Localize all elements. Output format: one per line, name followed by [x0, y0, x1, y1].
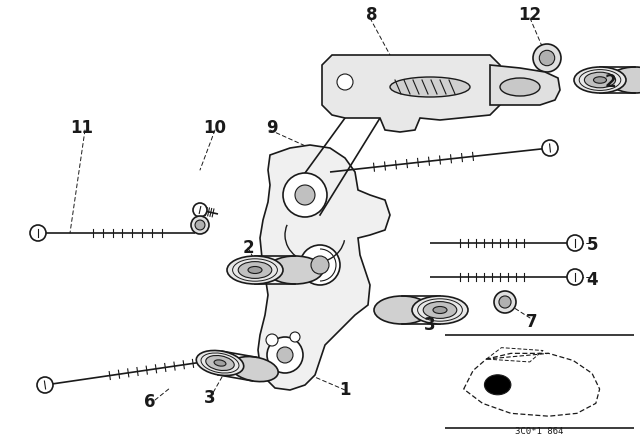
Ellipse shape	[412, 296, 468, 324]
Ellipse shape	[206, 355, 234, 370]
Circle shape	[494, 291, 516, 313]
Ellipse shape	[593, 77, 607, 83]
Text: 3: 3	[204, 389, 216, 407]
Ellipse shape	[500, 78, 540, 96]
Ellipse shape	[584, 72, 616, 88]
Ellipse shape	[609, 67, 640, 93]
Circle shape	[37, 377, 53, 393]
Text: 2: 2	[604, 73, 616, 91]
Circle shape	[295, 185, 315, 205]
Ellipse shape	[423, 302, 457, 319]
Circle shape	[191, 216, 209, 234]
Text: 12: 12	[518, 6, 541, 24]
Circle shape	[300, 245, 340, 285]
Circle shape	[567, 235, 583, 251]
Circle shape	[195, 220, 205, 230]
Circle shape	[542, 140, 558, 156]
Ellipse shape	[374, 296, 430, 324]
Text: 2: 2	[242, 239, 254, 257]
Text: 9: 9	[266, 119, 278, 137]
Polygon shape	[490, 65, 560, 105]
Ellipse shape	[227, 256, 283, 284]
Text: 8: 8	[366, 6, 378, 24]
Ellipse shape	[196, 350, 244, 375]
Ellipse shape	[231, 357, 278, 382]
Circle shape	[499, 296, 511, 308]
Circle shape	[193, 203, 207, 217]
Circle shape	[283, 173, 327, 217]
Text: 3: 3	[424, 316, 436, 334]
Circle shape	[533, 44, 561, 72]
Circle shape	[337, 74, 353, 90]
Polygon shape	[258, 145, 390, 390]
Polygon shape	[322, 55, 500, 132]
Text: 7: 7	[526, 313, 538, 331]
Text: 11: 11	[70, 119, 93, 137]
Circle shape	[30, 225, 46, 241]
Ellipse shape	[574, 67, 626, 93]
Circle shape	[311, 256, 329, 274]
Circle shape	[266, 334, 278, 346]
Text: 10: 10	[204, 119, 227, 137]
Ellipse shape	[267, 256, 323, 284]
Text: 6: 6	[144, 393, 156, 411]
Circle shape	[267, 337, 303, 373]
Text: 1: 1	[339, 381, 351, 399]
Circle shape	[540, 50, 555, 66]
Circle shape	[277, 347, 293, 363]
Ellipse shape	[248, 267, 262, 273]
Ellipse shape	[238, 262, 272, 278]
Text: 4: 4	[586, 271, 598, 289]
Ellipse shape	[214, 360, 226, 366]
Circle shape	[567, 269, 583, 285]
Text: 5: 5	[586, 236, 598, 254]
Ellipse shape	[433, 306, 447, 314]
Circle shape	[290, 332, 300, 342]
Ellipse shape	[390, 77, 470, 97]
